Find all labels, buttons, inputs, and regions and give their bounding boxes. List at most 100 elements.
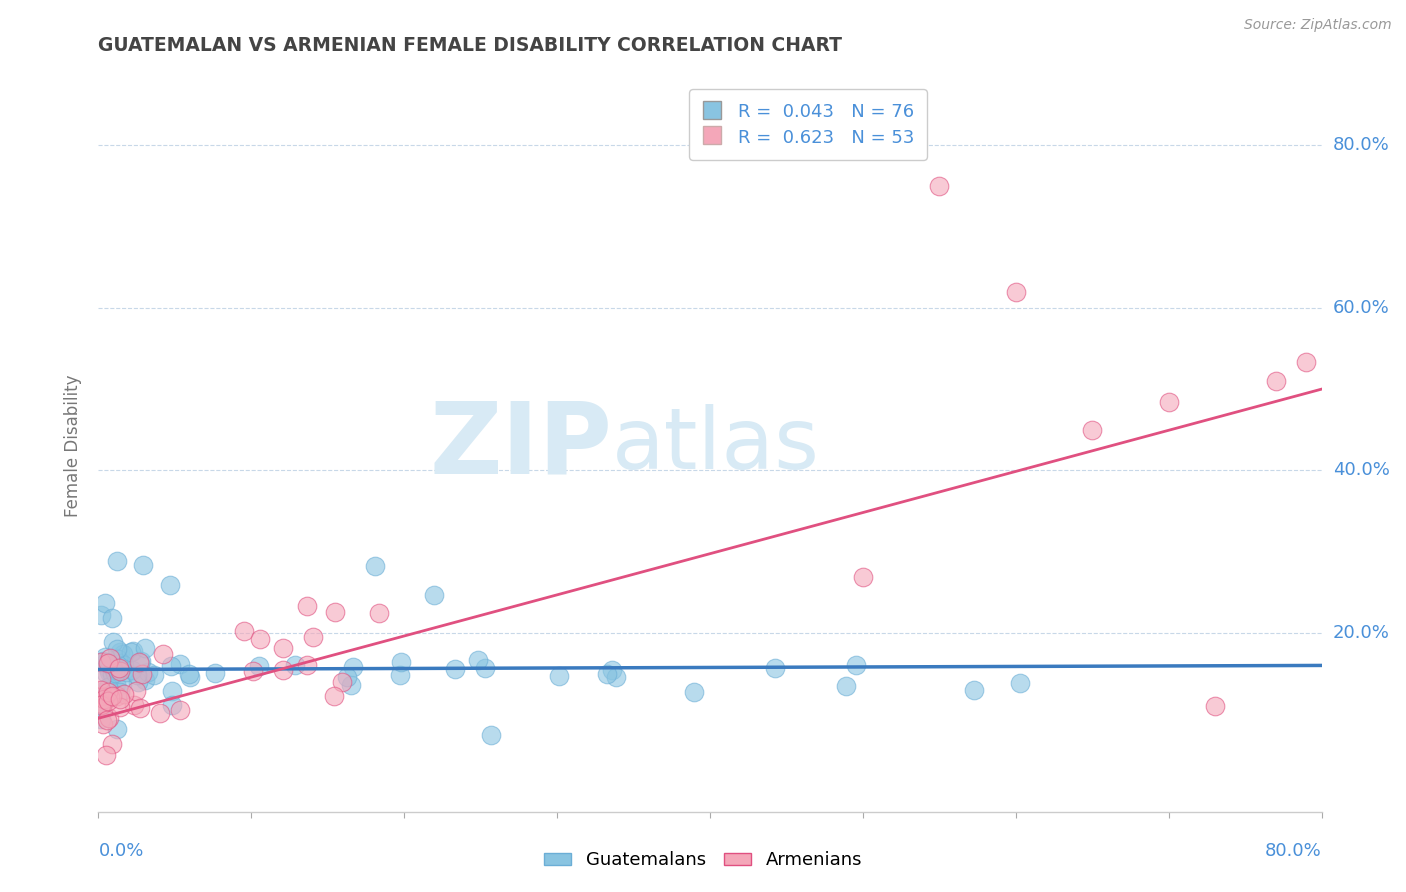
Point (108, 684, 131, 698)
Point (479, 728, 502, 742)
Point (101, 660, 124, 674)
Point (94, 747, 117, 762)
Text: 20.0%: 20.0% (1333, 624, 1389, 642)
Point (129, 701, 152, 715)
Point (169, 703, 191, 717)
Point (125, 684, 148, 698)
Point (97, 661, 120, 675)
Point (115, 665, 138, 679)
Point (160, 658, 183, 673)
Point (98, 690, 121, 704)
Text: GUATEMALAN VS ARMENIAN FEMALE DISABILITY CORRELATION CHART: GUATEMALAN VS ARMENIAN FEMALE DISABILITY… (98, 36, 842, 54)
Point (389, 667, 412, 681)
Text: 0.0%: 0.0% (98, 842, 143, 860)
Point (101, 690, 124, 704)
Point (120, 645, 142, 659)
Point (149, 706, 172, 720)
Point (90, 608, 112, 623)
Point (97, 711, 120, 725)
Point (284, 658, 307, 673)
Text: 40.0%: 40.0% (1333, 461, 1389, 479)
Point (474, 661, 496, 675)
Point (98, 657, 121, 672)
Point (467, 653, 489, 667)
Point (1264, 375, 1286, 389)
Text: Source: ZipAtlas.com: Source: ZipAtlas.com (1244, 18, 1392, 32)
Point (108, 663, 131, 677)
Point (332, 675, 354, 690)
Point (100, 611, 122, 625)
Point (336, 670, 359, 684)
Point (160, 684, 183, 698)
Point (90, 713, 112, 727)
Point (340, 677, 363, 691)
Point (101, 666, 124, 681)
Point (302, 631, 325, 645)
Point (273, 663, 295, 677)
Text: 60.0%: 60.0% (1333, 299, 1389, 317)
Point (963, 683, 986, 698)
Point (93, 692, 115, 706)
Point (90, 655, 112, 669)
Point (179, 670, 201, 684)
Point (108, 661, 131, 675)
Point (94, 596, 117, 610)
Point (94, 655, 117, 669)
Point (111, 647, 134, 661)
Legend: R =  0.043   N = 76, R =  0.623   N = 53: R = 0.043 N = 76, R = 0.623 N = 53 (689, 89, 927, 160)
Point (204, 666, 226, 681)
Point (97, 685, 120, 699)
Point (127, 668, 149, 682)
Point (845, 657, 868, 672)
Point (105, 641, 128, 656)
Point (112, 687, 135, 701)
Point (928, 178, 950, 193)
Point (122, 698, 145, 712)
Point (110, 699, 132, 714)
Point (152, 647, 174, 661)
Point (852, 570, 875, 584)
Point (128, 656, 150, 670)
Point (247, 659, 270, 673)
Point (127, 675, 149, 690)
Point (90, 698, 112, 712)
Point (101, 658, 124, 673)
Point (129, 654, 152, 668)
Point (105, 722, 128, 736)
Point (96, 713, 118, 727)
Y-axis label: Female Disability: Female Disability (65, 375, 83, 517)
Point (134, 673, 156, 688)
Point (105, 677, 128, 691)
Point (101, 635, 124, 649)
Point (90, 683, 112, 698)
Point (90, 672, 112, 686)
Point (342, 660, 364, 674)
Point (105, 554, 128, 568)
Point (90, 697, 112, 711)
Point (295, 657, 318, 672)
Point (90, 684, 112, 698)
Text: 80.0%: 80.0% (1265, 842, 1322, 860)
Point (295, 599, 318, 613)
Text: 80.0%: 80.0% (1333, 136, 1389, 154)
Point (596, 667, 619, 681)
Point (97, 694, 120, 708)
Point (131, 667, 153, 681)
Point (136, 665, 159, 679)
Point (763, 661, 786, 675)
Point (134, 641, 156, 656)
Point (323, 605, 346, 619)
Point (97, 665, 120, 679)
Point (443, 662, 465, 676)
Point (249, 632, 271, 646)
Point (107, 664, 129, 678)
Point (1008, 675, 1031, 690)
Point (112, 657, 135, 672)
Point (179, 667, 201, 681)
Point (605, 670, 627, 684)
Point (1157, 395, 1180, 409)
Point (160, 698, 183, 712)
Point (1295, 355, 1317, 369)
Point (104, 665, 127, 680)
Point (367, 607, 389, 621)
